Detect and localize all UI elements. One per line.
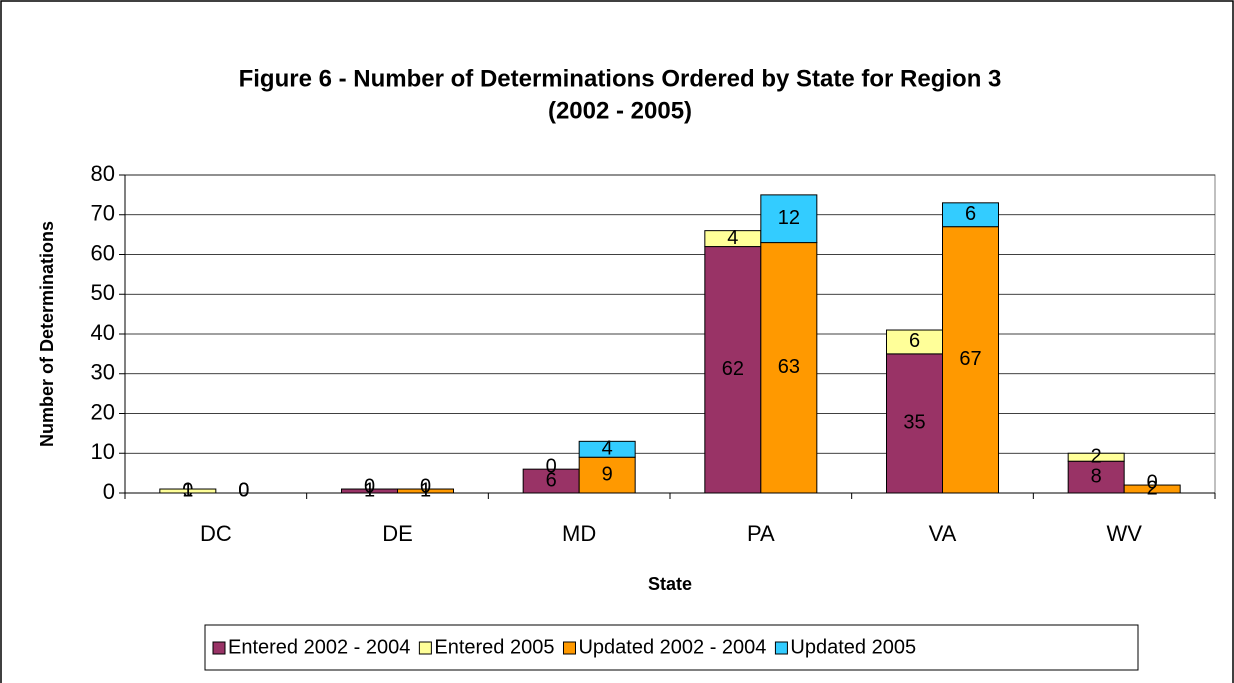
data-label: 67 bbox=[959, 348, 981, 370]
bar-segment bbox=[397, 488, 454, 494]
bar-segment bbox=[1067, 452, 1125, 462]
legend-label: Updated 2005 bbox=[790, 636, 916, 658]
legend-swatch bbox=[212, 641, 226, 655]
chart-title: Figure 6 - Number of Determinations Orde… bbox=[239, 65, 1002, 92]
x-tick-label: WV bbox=[1106, 521, 1142, 546]
data-label: 6 bbox=[546, 469, 557, 491]
data-label: 0 bbox=[364, 475, 375, 497]
data-label: 1 bbox=[182, 479, 193, 501]
y-tick-label: 60 bbox=[91, 240, 115, 265]
data-label: 35 bbox=[903, 412, 925, 434]
data-label: 0 bbox=[420, 475, 431, 497]
bar-segment bbox=[942, 202, 999, 228]
legend-label: Entered 2005 bbox=[434, 636, 554, 658]
bar-segment bbox=[1123, 484, 1181, 494]
x-tick-label: DE bbox=[382, 521, 413, 546]
y-axis-title: Number of Determinations bbox=[37, 221, 57, 447]
data-label: 62 bbox=[722, 358, 744, 380]
x-tick-label: PA bbox=[747, 521, 775, 546]
data-label: 6 bbox=[909, 330, 920, 352]
data-label: 0 bbox=[546, 455, 557, 477]
data-label: 6 bbox=[965, 203, 976, 225]
legend-swatch bbox=[774, 641, 788, 655]
data-label: 4 bbox=[602, 438, 613, 460]
data-label: 1 bbox=[420, 479, 431, 501]
y-tick-label: 40 bbox=[91, 320, 115, 345]
data-label: 8 bbox=[1091, 465, 1102, 487]
data-label: 12 bbox=[778, 207, 800, 229]
bar-segment bbox=[159, 488, 217, 494]
bar-segment bbox=[578, 440, 636, 458]
data-label: 0 bbox=[1147, 471, 1158, 493]
bar-segment bbox=[1067, 460, 1125, 494]
y-tick-label: 50 bbox=[91, 280, 115, 305]
data-label: 0 bbox=[238, 479, 249, 501]
y-tick-label: 10 bbox=[91, 439, 115, 464]
bar-segment bbox=[578, 456, 636, 494]
data-label: 2 bbox=[1091, 446, 1102, 468]
x-axis-title: State bbox=[648, 574, 692, 594]
x-tick-label: DC bbox=[200, 521, 232, 546]
y-tick-label: 80 bbox=[91, 161, 115, 186]
data-label: 1 bbox=[364, 479, 375, 501]
legend-swatch bbox=[418, 641, 432, 655]
data-label: 2 bbox=[1147, 477, 1158, 499]
y-tick-label: 30 bbox=[91, 360, 115, 385]
data-label: 9 bbox=[602, 463, 613, 485]
bar-segment bbox=[704, 246, 762, 494]
bar-segment bbox=[942, 226, 999, 494]
data-label: 0 bbox=[238, 479, 249, 501]
data-label: 4 bbox=[727, 227, 738, 249]
y-tick-label: 20 bbox=[91, 399, 115, 424]
chart-title: (2002 - 2005) bbox=[548, 97, 692, 124]
legend-label: Updated 2002 - 2004 bbox=[578, 636, 766, 658]
legend-box bbox=[204, 624, 1139, 671]
y-tick-label: 0 bbox=[103, 479, 115, 504]
x-tick-label: VA bbox=[929, 521, 957, 546]
bar-segment bbox=[760, 194, 818, 244]
data-label: 63 bbox=[778, 356, 800, 378]
bar-segment bbox=[760, 242, 818, 494]
y-tick-label: 70 bbox=[91, 201, 115, 226]
x-tick-label: MD bbox=[562, 521, 596, 546]
legend-swatch bbox=[562, 641, 576, 655]
legend-label: Entered 2002 - 2004 bbox=[228, 636, 410, 658]
